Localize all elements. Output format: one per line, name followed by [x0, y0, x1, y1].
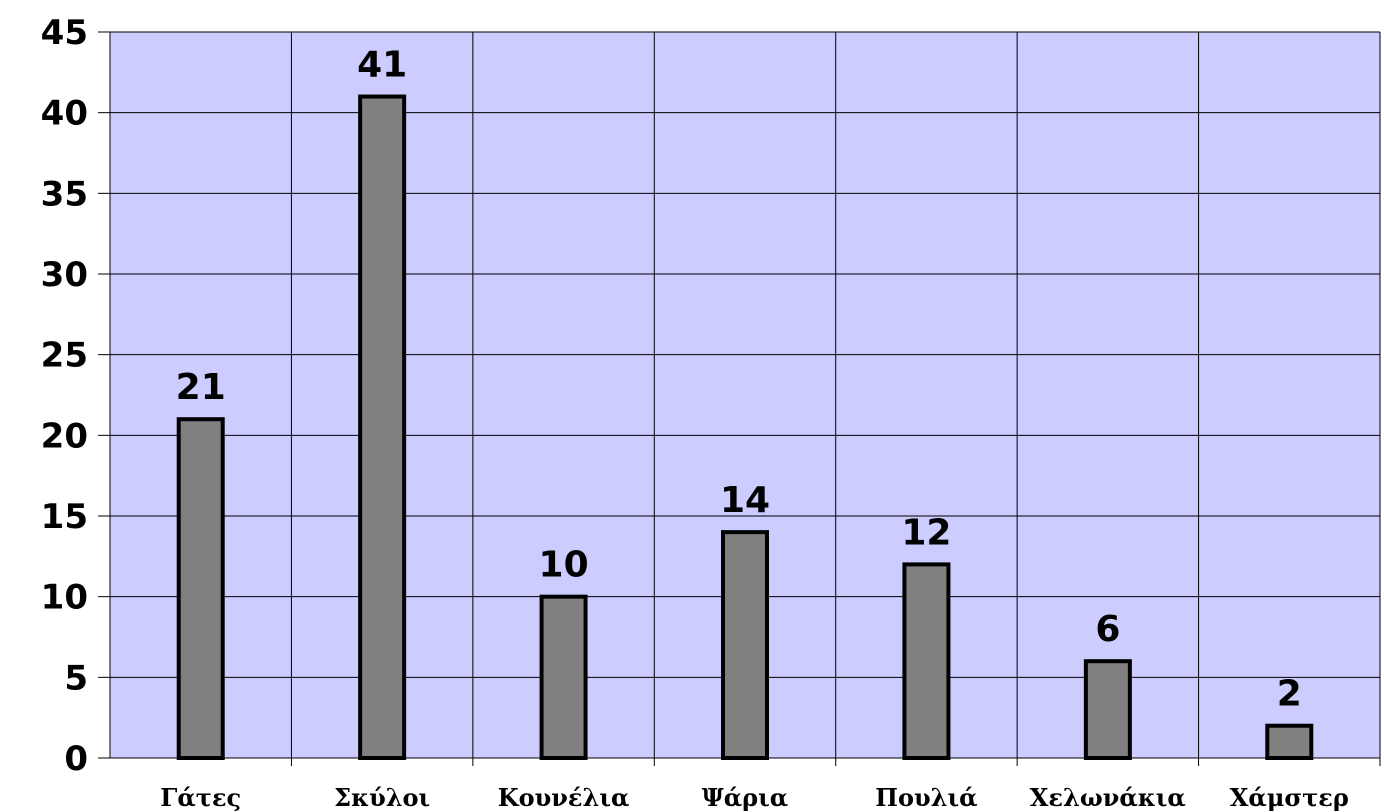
bars	[176, 94, 1314, 761]
bar	[358, 94, 407, 761]
y-tick-label: 20	[41, 416, 88, 456]
bar	[1083, 659, 1132, 761]
y-tick-label: 15	[41, 497, 88, 537]
data-label: 6	[1095, 609, 1120, 650]
y-tick-label: 35	[41, 174, 88, 214]
x-tick-label: Χάμστερ	[1230, 783, 1349, 812]
data-label: 12	[901, 512, 951, 553]
bar	[539, 594, 588, 761]
x-tick-label: Πουλιά	[875, 783, 977, 812]
y-tick-label: 10	[41, 578, 88, 618]
y-tick-label: 45	[41, 13, 88, 53]
data-label: 21	[176, 367, 226, 408]
data-label: 14	[720, 480, 770, 521]
y-tick-label: 40	[41, 94, 88, 134]
bar	[902, 562, 951, 761]
data-label: 10	[539, 545, 589, 586]
y-axis-ticks: 0 5 10 15 20 25 30 35 40 45	[41, 13, 88, 779]
y-tick-label: 30	[41, 255, 88, 295]
x-tick-label: Σκύλοι	[334, 783, 430, 812]
x-tick-label: Ψάρια	[702, 783, 788, 812]
data-label: 41	[357, 45, 407, 86]
bar	[721, 530, 769, 761]
bar	[176, 417, 225, 760]
x-tick-label: Κουνέλια	[498, 783, 630, 812]
x-axis-ticks: Γάτες Σκύλοι Κουνέλια Ψάρια Πουλιά Χελωνάκια Χ…	[160, 783, 1349, 812]
data-label: 2	[1277, 674, 1302, 715]
bar	[1265, 723, 1314, 761]
x-tick-label: Γάτες	[160, 783, 241, 812]
x-tick-label: Χελωνάκια	[1030, 783, 1186, 812]
y-tick-label: 5	[64, 658, 88, 698]
y-tick-label: 0	[64, 739, 88, 779]
data-labels: 21 41 10 14 12 6 2	[176, 45, 1302, 715]
y-tick-label: 25	[41, 336, 88, 376]
